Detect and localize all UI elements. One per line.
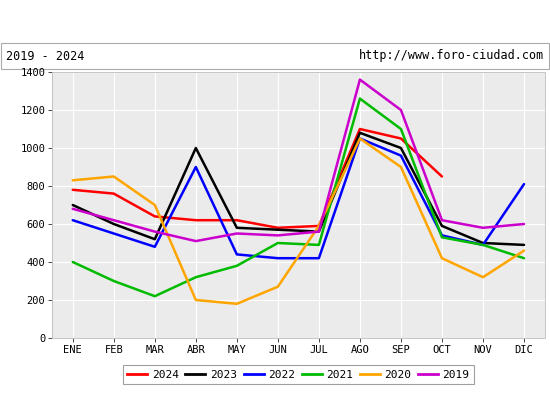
Text: 2019 - 2024: 2019 - 2024 (6, 50, 84, 62)
Legend: 2024, 2023, 2022, 2021, 2020, 2019: 2024, 2023, 2022, 2021, 2020, 2019 (123, 366, 474, 384)
Text: Evolucion Nº Turistas Nacionales en el municipio de Ribera del Fresno: Evolucion Nº Turistas Nacionales en el m… (0, 14, 550, 28)
Text: http://www.foro-ciudad.com: http://www.foro-ciudad.com (359, 50, 544, 62)
